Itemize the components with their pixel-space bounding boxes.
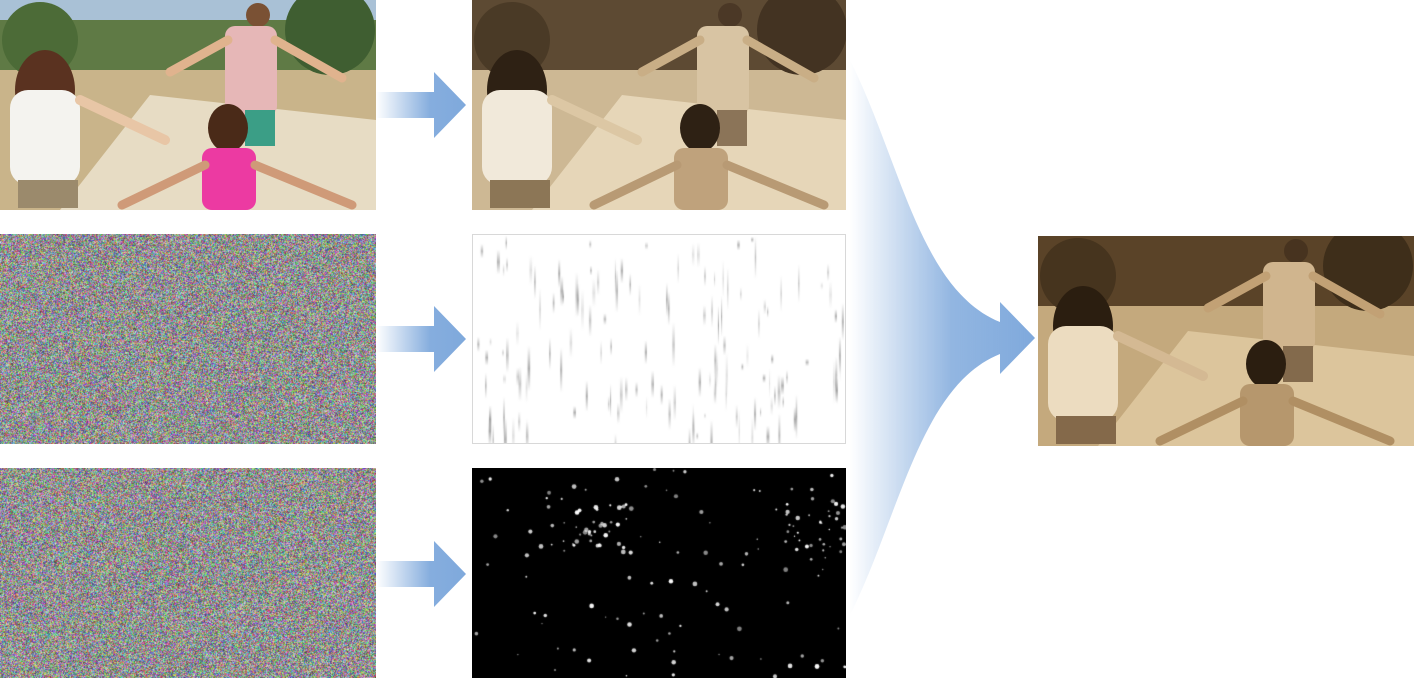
merge-arrow-icon [850,60,1035,615]
arrow-right-icon [376,306,466,372]
sepia-photo-panel [472,0,846,210]
sparkle-particles-panel [472,468,846,678]
source-photo [0,0,376,210]
random-noise-image [0,234,376,444]
noise-panel-1 [0,234,376,444]
result-panel [1038,236,1414,446]
rain-streaks-image [473,235,845,443]
rain-streaks-panel [472,234,846,444]
sepia-photo [472,0,846,210]
sepia-photo-with-effects [1038,236,1414,446]
random-noise-image [0,468,376,678]
sparkle-particles-image [472,468,846,678]
source-photo-panel [0,0,376,210]
noise-panel-2 [0,468,376,678]
arrow-right-icon [376,72,466,138]
arrow-right-icon [376,541,466,607]
